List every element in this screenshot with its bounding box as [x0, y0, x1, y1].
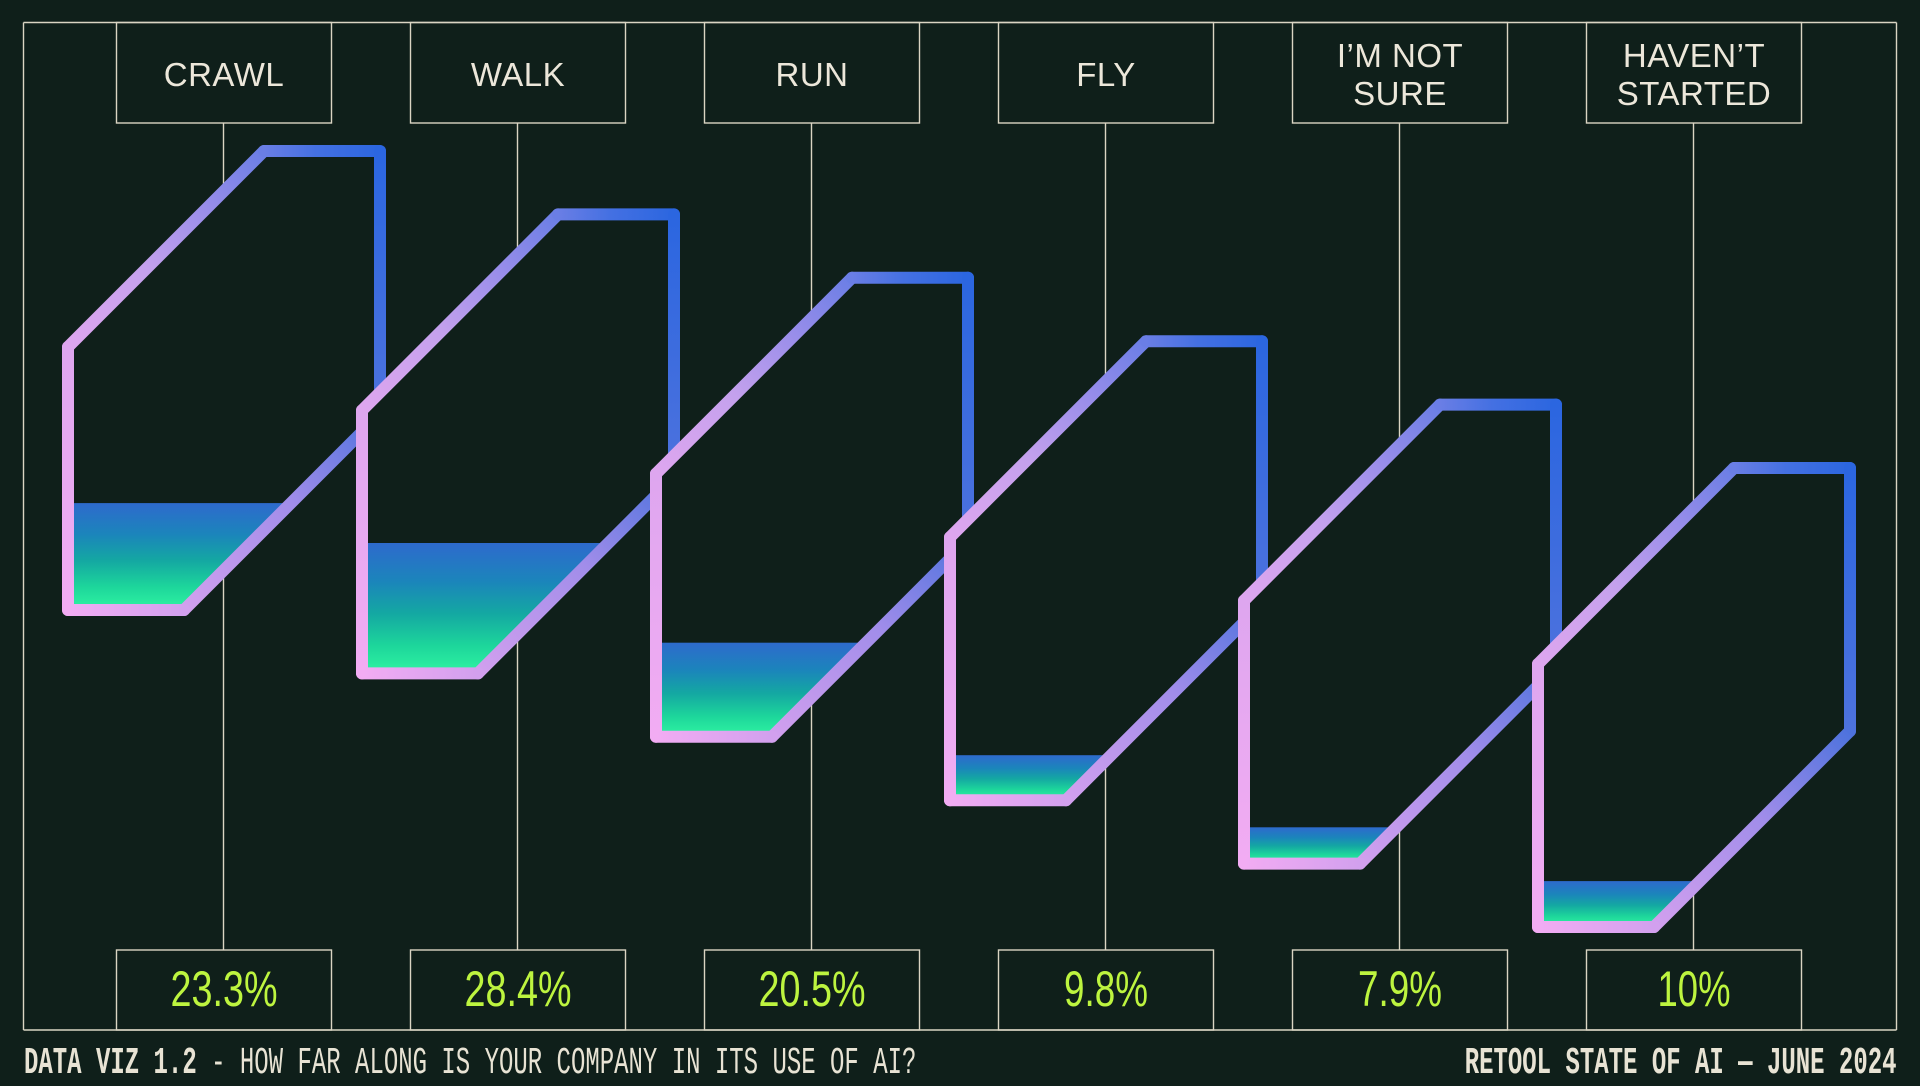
- svg-text:WALK: WALK: [471, 56, 565, 93]
- svg-text:DATA VIZ 1.2 - HOW FAR ALONG I: DATA VIZ 1.2 - HOW FAR ALONG IS YOUR COM…: [24, 1041, 916, 1085]
- svg-text:CRAWL: CRAWL: [164, 56, 284, 93]
- svg-text:9.8%: 9.8%: [1064, 961, 1148, 1017]
- svg-text:I’M NOT: I’M NOT: [1337, 37, 1463, 74]
- svg-text:RETOOL STATE OF AI — JUNE 2024: RETOOL STATE OF AI — JUNE 2024: [1465, 1041, 1897, 1085]
- svg-text:RUN: RUN: [776, 56, 849, 93]
- svg-text:23.3%: 23.3%: [171, 961, 278, 1017]
- svg-text:SURE: SURE: [1353, 75, 1447, 112]
- svg-text:HAVEN’T: HAVEN’T: [1623, 37, 1765, 74]
- svg-text:20.5%: 20.5%: [759, 961, 866, 1017]
- svg-text:28.4%: 28.4%: [465, 961, 572, 1017]
- svg-text:7.9%: 7.9%: [1358, 961, 1442, 1017]
- svg-text:10%: 10%: [1658, 961, 1731, 1017]
- svg-text:STARTED: STARTED: [1617, 75, 1771, 112]
- svg-text:FLY: FLY: [1076, 56, 1136, 93]
